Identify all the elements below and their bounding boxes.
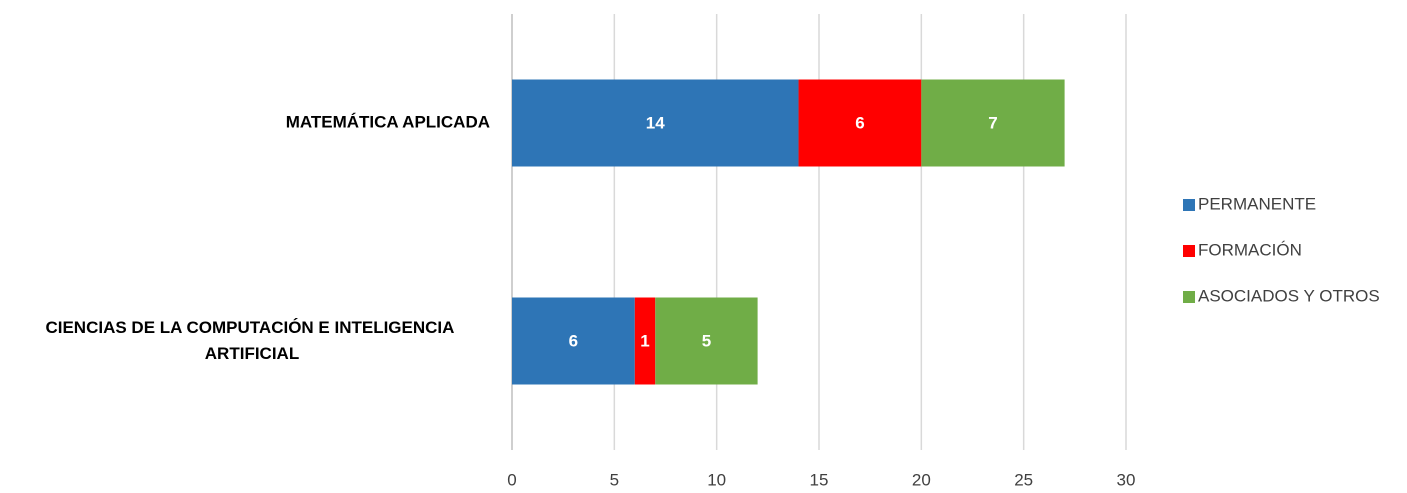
bar-segment (655, 297, 758, 385)
category-label: CIENCIAS DE LA COMPUTACIÓN E INTELIGENCI… (45, 318, 458, 363)
category-label: MATEMÁTICA APLICADA (286, 112, 490, 131)
data-label: 14 (646, 113, 665, 132)
category-label-line: ARTIFICIAL (205, 344, 299, 363)
x-tick-label: 30 (1117, 470, 1136, 489)
legend-swatch (1183, 245, 1195, 257)
legend-swatch (1183, 199, 1195, 211)
bar-segment (634, 297, 656, 385)
x-tick-label: 25 (1014, 470, 1033, 489)
data-label: 5 (702, 331, 711, 350)
legend-label: FORMACIÓN (1198, 240, 1302, 259)
bar-segment (798, 79, 922, 167)
bar-segment (512, 297, 635, 385)
x-tick-label: 0 (507, 470, 516, 489)
data-label: 6 (569, 331, 578, 350)
legend-label: ASOCIADOS Y OTROS (1198, 286, 1380, 305)
legend-label: PERMANENTE (1198, 194, 1316, 213)
data-label: 6 (855, 113, 864, 132)
x-tick-label: 15 (810, 470, 829, 489)
x-tick-label: 10 (707, 470, 726, 489)
category-label-line: CIENCIAS DE LA COMPUTACIÓN E INTELIGENCI… (45, 318, 458, 337)
bar-segment (512, 79, 799, 167)
x-tick-label: 5 (610, 470, 619, 489)
bar-segment (921, 79, 1065, 167)
x-tick-label: 20 (912, 470, 931, 489)
legend-swatch (1183, 291, 1195, 303)
data-label: 1 (640, 331, 649, 350)
data-label: 7 (988, 113, 997, 132)
